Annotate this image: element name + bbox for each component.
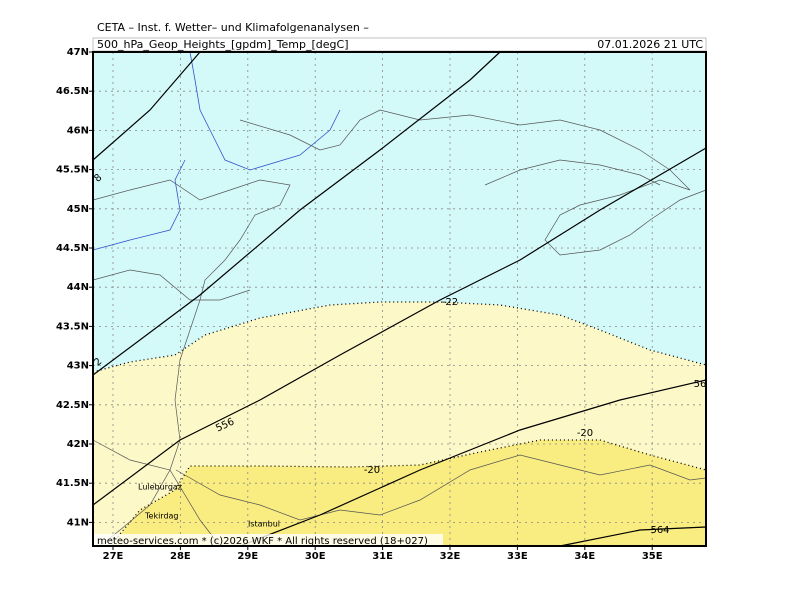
header-title: CETA – Inst. f. Wetter– und Klimafolgena… bbox=[97, 21, 369, 34]
lon-label: 27E bbox=[103, 551, 124, 562]
coastline bbox=[239, 109, 707, 256]
header-field: 500_hPa_Geop_Heights_[gpdm]_Temp_[degC] bbox=[97, 38, 349, 51]
lat-label: 41N bbox=[67, 517, 89, 528]
lon-label: 28E bbox=[170, 551, 191, 562]
border bbox=[92, 439, 221, 547]
lat-label: 46.5N bbox=[56, 86, 89, 97]
isotherm-boundary bbox=[109, 439, 707, 547]
contour-label: 564 bbox=[650, 525, 669, 536]
contour bbox=[92, 51, 501, 376]
lon-label: 30E bbox=[305, 551, 326, 562]
river bbox=[92, 159, 186, 251]
lat-label: 44.5N bbox=[56, 243, 89, 254]
lat-label: 45N bbox=[67, 204, 89, 215]
coastline bbox=[484, 159, 661, 186]
lat-label: 43.5N bbox=[56, 321, 89, 332]
lat-label: 43N bbox=[67, 361, 89, 372]
credit-bg bbox=[93, 534, 443, 546]
coastline bbox=[175, 454, 707, 521]
border bbox=[92, 269, 251, 301]
river bbox=[189, 51, 341, 171]
place-name: Tekirdag bbox=[144, 512, 179, 521]
contour-label: 56 bbox=[694, 379, 707, 390]
contour bbox=[239, 379, 707, 547]
valid-time: 07.01.2026 21 UTC bbox=[597, 38, 703, 51]
place-name: Istanbul bbox=[248, 520, 280, 529]
lat-label: 42N bbox=[67, 439, 89, 450]
lat-label: 41.5N bbox=[56, 478, 89, 489]
lat-label: 42.5N bbox=[56, 400, 89, 411]
lon-label: 34E bbox=[574, 551, 595, 562]
lat-label: 45.5N bbox=[56, 165, 89, 176]
contour bbox=[92, 51, 201, 161]
lon-label: 32E bbox=[440, 551, 461, 562]
credit: meteo-services.com * (c)2026 WKF * All r… bbox=[97, 536, 428, 547]
contour-label: 8 bbox=[92, 172, 104, 185]
contour-label: -22 bbox=[442, 297, 458, 308]
contour bbox=[92, 147, 707, 506]
lon-label: 35E bbox=[642, 551, 663, 562]
lat-label: 44N bbox=[67, 282, 89, 293]
plot: 8255656564-22-20-20LuleburgazTekirdagIst… bbox=[92, 51, 707, 547]
frame bbox=[92, 51, 707, 547]
contour-label: 2 bbox=[92, 356, 104, 369]
lat-label: 47N bbox=[67, 47, 89, 58]
lon-label: 31E bbox=[372, 551, 393, 562]
place-name: Luleburgaz bbox=[138, 483, 182, 492]
contour-label: -20 bbox=[577, 428, 593, 439]
contour bbox=[559, 526, 707, 547]
border bbox=[92, 179, 231, 201]
lon-label: 33E bbox=[507, 551, 528, 562]
contour-label: -20 bbox=[364, 465, 380, 476]
lat-label: 46N bbox=[67, 125, 89, 136]
lon-label: 29E bbox=[237, 551, 258, 562]
axes: 47N 46.5N 46N 45.5N 45N 44.5N 44N 43.5N 43N 42.5N… bbox=[56, 47, 663, 562]
grid bbox=[93, 52, 706, 546]
